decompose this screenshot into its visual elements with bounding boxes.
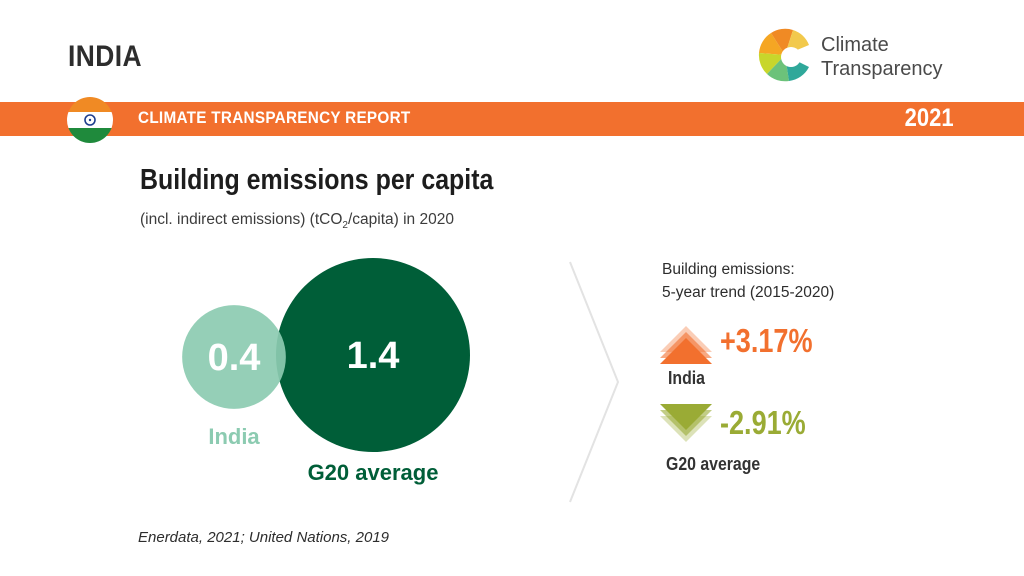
country-title: INDIA [68,40,143,73]
trend-label-india: India [668,368,705,388]
trend-down-icon [660,404,712,442]
india-flag-icon [67,97,113,143]
trend-heading: Building emissions: 5-year trend (2015-2… [662,258,834,304]
report-banner [0,102,1024,136]
subtitle-sub: 2 [342,220,348,232]
bubble-g20 [276,258,470,452]
subtitle-post: /capita) in 2020 [347,211,454,228]
logo-wordmark: Climate Transparency [821,33,943,81]
trend-heading-line-1: Building emissions: [662,261,795,278]
bubble-india [182,305,286,409]
report-title: CLIMATE TRANSPARENCY REPORT [138,108,411,127]
climate-transparency-logo [758,28,809,82]
logo-line-1: Climate [821,34,889,56]
bubble-chart: 0.4 India 1.4 G20 average [182,258,470,485]
source-note: Enerdata, 2021; United Nations, 2019 [138,529,390,546]
trend-label-g20: G20 average [666,454,761,474]
divider-chevron [569,261,620,503]
trend-up-icon [660,326,712,364]
trend-change-g20: -2.91% [720,404,806,441]
chart-title: Building emissions per capita [140,164,494,196]
value-label-g20: 1.4 [347,335,400,377]
value-label-india: 0.4 [208,337,261,379]
series-label-g20: G20 average [308,460,439,485]
logo-line-2: Transparency [821,58,943,80]
trend-heading-line-2: 5-year trend (2015-2020) [662,284,835,301]
chart-subtitle: (incl. indirect emissions) (tCO2/capita)… [140,211,454,231]
report-year: 2021 [905,104,954,132]
subtitle-pre: (incl. indirect emissions) (tCO [140,211,343,228]
series-label-india: India [208,424,260,449]
trend-change-india: +3.17% [720,322,813,359]
